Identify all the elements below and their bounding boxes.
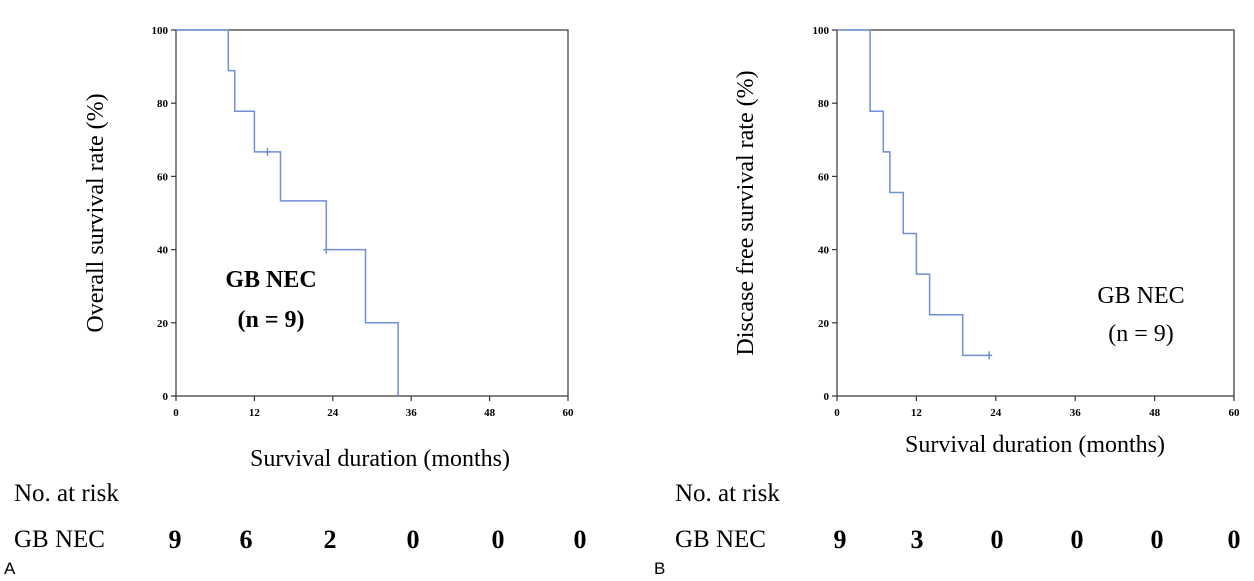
x-tick-label-b-0: 0 <box>834 407 840 419</box>
x-axis-title-b: Survival duration (months) <box>905 432 1165 458</box>
risk-value-b-3: 0 <box>1070 525 1084 554</box>
censor-mark-b-0 <box>986 351 993 360</box>
risk-value-a-2: 2 <box>323 525 337 554</box>
risk-value-a-1: 6 <box>239 525 253 554</box>
risk-value-b-1: 3 <box>910 525 924 554</box>
risk-heading-b: No. at risk <box>675 480 780 507</box>
risk-value-a-5: 0 <box>573 525 587 554</box>
x-tick-label-a-2: 24 <box>327 407 339 419</box>
plot-frame-b <box>836 29 1235 397</box>
risk-heading-a: No. at risk <box>14 480 119 507</box>
y-tick-label-b-3: 60 <box>818 171 830 183</box>
survival-curve-a-0 <box>176 29 399 396</box>
panel-a: 0 20 40 60 80 100 0 12 24 36 48 60 Overall survival … <box>4 25 587 578</box>
x-tick-label-b-3: 36 <box>1070 407 1082 419</box>
y-tick-label-b-2: 40 <box>818 245 830 257</box>
x-tick-label-b-2: 24 <box>990 407 1002 419</box>
y-tick-label-b-5: 100 <box>813 25 830 37</box>
y-tick-label-b-4: 80 <box>818 98 830 110</box>
y-tick-label-a-5: 100 <box>152 25 169 37</box>
panel-label-b: B <box>654 559 666 578</box>
x-axis-title-a: Survival duration (months) <box>250 446 510 472</box>
x-tick-label-a-4: 48 <box>484 407 496 419</box>
plot-frame-a <box>175 29 569 397</box>
x-tick-label-b-1: 12 <box>911 407 923 419</box>
risk-value-b-5: 0 <box>1227 525 1241 554</box>
y-tick-label-a-2: 40 <box>157 245 169 257</box>
risk-value-b-2: 0 <box>990 525 1004 554</box>
annotation-a-1: (n = 9) <box>237 307 304 333</box>
y-tick-label-a-0: 0 <box>163 391 169 403</box>
x-tick-label-a-0: 0 <box>173 407 179 419</box>
y-tick-label-a-4: 80 <box>157 98 169 110</box>
risk-group-a: GB NEC <box>14 526 105 553</box>
x-tick-label-b-5: 60 <box>1229 407 1241 419</box>
x-tick-label-a-1: 12 <box>249 407 261 419</box>
y-axis-title-b: Discase free survival rate (%) <box>733 70 759 355</box>
censor-mark-a-1 <box>323 245 330 254</box>
risk-value-a-0: 9 <box>168 525 182 554</box>
y-axis-title-a: Overall survival rate (%) <box>83 93 109 332</box>
x-tick-label-a-3: 36 <box>406 407 418 419</box>
risk-value-b-4: 0 <box>1150 525 1164 554</box>
risk-value-a-3: 0 <box>406 525 420 554</box>
y-tick-label-a-1: 20 <box>157 318 169 330</box>
y-tick-label-b-1: 20 <box>818 318 830 330</box>
x-tick-label-b-4: 48 <box>1149 407 1161 419</box>
risk-group-b: GB NEC <box>675 526 766 553</box>
annotation-b-1: (n = 9) <box>1108 321 1174 347</box>
risk-value-a-4: 0 <box>491 525 505 554</box>
panel-label-a: A <box>4 559 16 578</box>
censor-mark-a-0 <box>264 147 271 156</box>
y-tick-label-a-3: 60 <box>157 171 169 183</box>
survival-curve-b-0 <box>837 29 990 357</box>
panel-b: 0 20 40 60 80 100 0 12 24 36 48 60 Discase free surv… <box>627 0 1254 581</box>
annotation-a-0: GB NEC <box>225 267 316 293</box>
x-tick-label-a-5: 60 <box>563 407 575 419</box>
y-tick-label-b-0: 0 <box>824 391 830 403</box>
km-plot-a: 0 20 40 60 80 100 0 12 24 36 48 60 Overall survival … <box>83 25 575 472</box>
risk-value-b-0: 9 <box>833 525 847 554</box>
annotation-b-0: GB NEC <box>1097 283 1184 309</box>
km-plot-b: 0 20 40 60 80 100 0 12 24 36 48 60 Discase free surv… <box>733 25 1241 458</box>
